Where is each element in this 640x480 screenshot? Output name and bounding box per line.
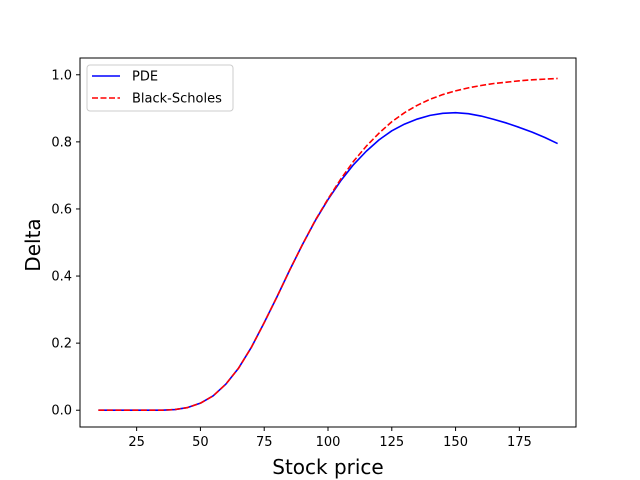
series-line-black-scholes	[98, 77, 558, 412]
x-axis: 25 50 75 100 125 150 175	[128, 427, 532, 450]
y-tick-label: 0.4	[51, 270, 72, 285]
legend: PDE Black-Scholes	[86, 64, 234, 112]
legend-box	[86, 64, 234, 112]
legend-label: Black-Scholes	[132, 92, 222, 107]
y-axis-title: Delta	[21, 218, 45, 271]
x-tick-label: 125	[379, 435, 404, 450]
x-tick-label: 150	[443, 435, 468, 450]
x-tick-label: 175	[507, 435, 532, 450]
x-tick-label: 50	[192, 435, 209, 450]
legend-label: PDE	[132, 70, 158, 85]
y-tick-label: 0.8	[51, 135, 72, 150]
y-tick-label: 0.6	[51, 202, 72, 217]
y-tick-label: 0.2	[51, 337, 72, 352]
y-tick-label: 1.0	[51, 68, 72, 83]
x-tick-label: 75	[256, 435, 273, 450]
x-tick-label: 100	[316, 435, 341, 450]
x-axis-title: Stock price	[272, 455, 383, 479]
x-tick-label: 25	[128, 435, 145, 450]
y-axis: 0.0 0.2 0.4 0.6 0.8 1.0	[51, 68, 80, 419]
y-tick-label: 0.0	[51, 404, 72, 419]
